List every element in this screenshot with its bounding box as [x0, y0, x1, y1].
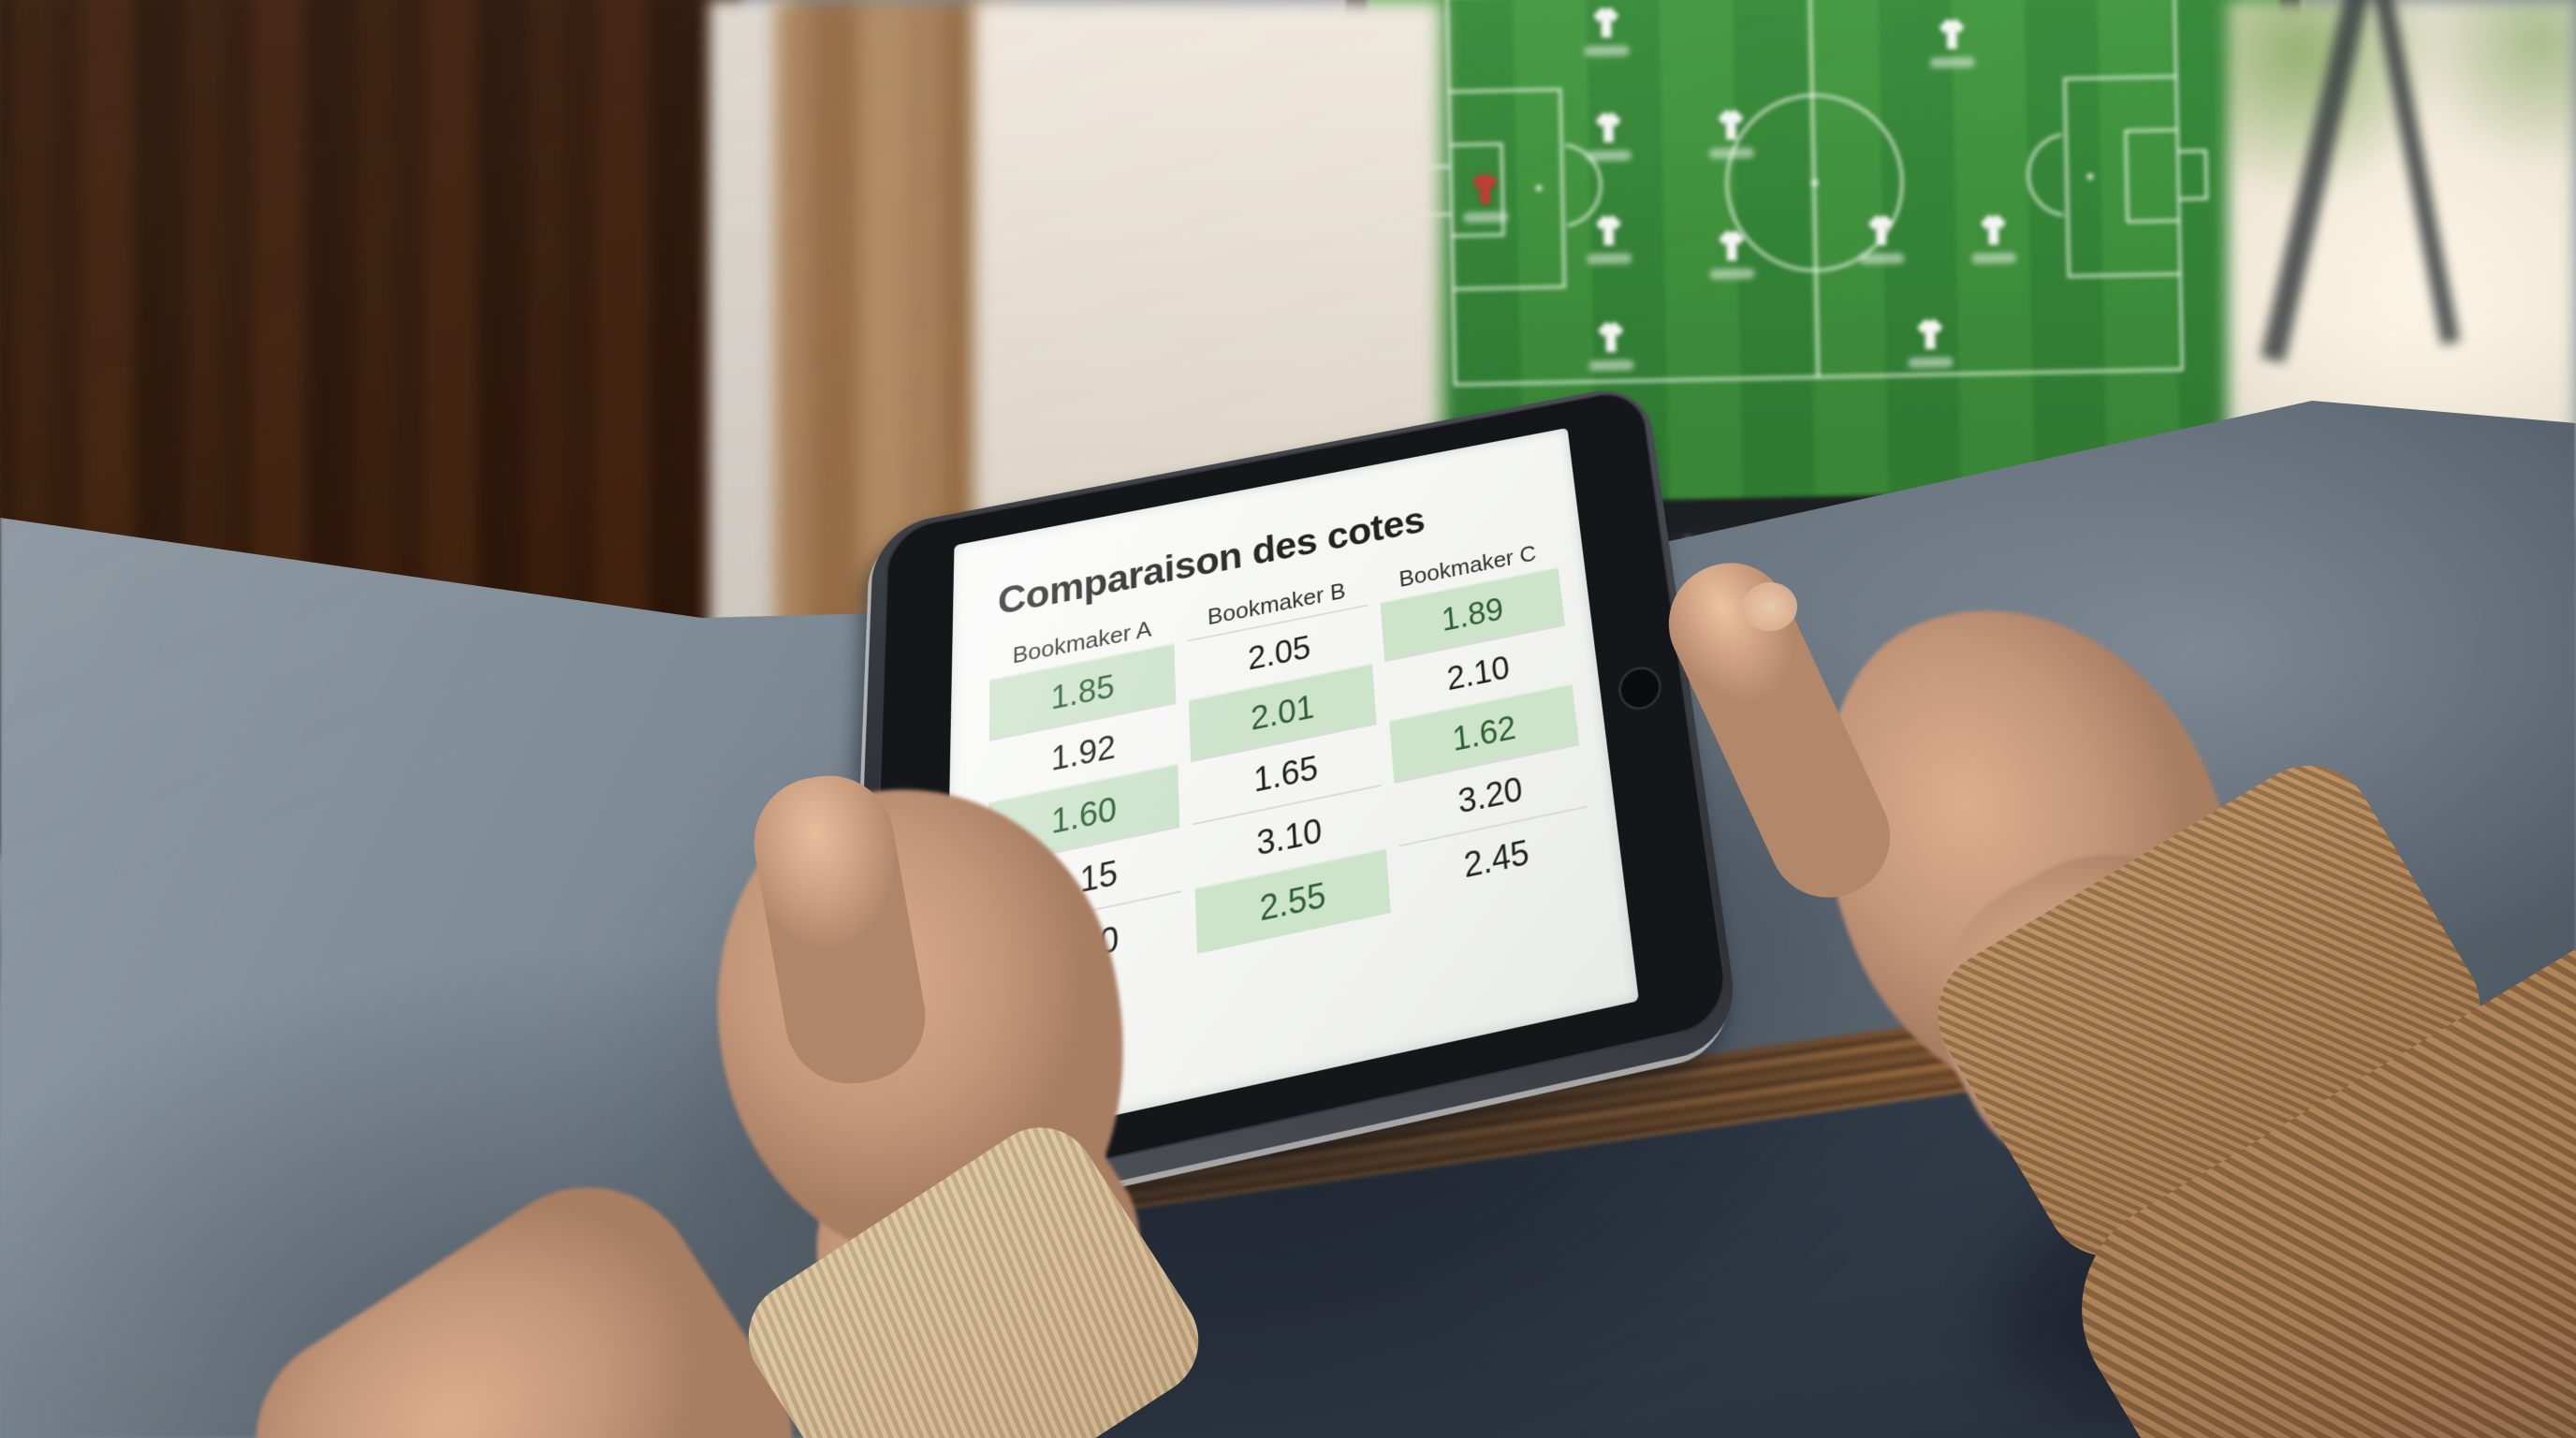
player-name-label: [1588, 360, 1634, 372]
player-jersey: [1464, 170, 1506, 207]
player-name-label: [1584, 45, 1630, 57]
player-name-label: [1709, 268, 1755, 280]
player-jersey: [1590, 318, 1632, 355]
player-jersey: [1972, 212, 2014, 248]
goal-right: [2178, 149, 2208, 201]
player-name-label: [1587, 253, 1632, 265]
pitch: [1366, 0, 2291, 506]
home-button[interactable]: [1616, 663, 1664, 714]
player-jersey: [1931, 16, 1973, 52]
bookmaker-c-column: Bookmaker C 1.89 2.10 1.62 3.20 2.45: [1377, 527, 1595, 911]
player-jersey: [1860, 212, 1902, 248]
player-jersey: [1585, 4, 1627, 40]
goal-box-right: [2124, 128, 2181, 224]
player-name-label: [1586, 150, 1632, 162]
player-name-label: [1971, 252, 2017, 264]
laptop-screen: [1344, 0, 2312, 565]
bookmaker-b-column: Bookmaker B 2.05 2.01 1.65 3.10 2.55: [1185, 565, 1391, 954]
player-name-label: [1708, 147, 1754, 159]
player-name-label: [1908, 357, 1954, 369]
player-jersey: [1710, 107, 1752, 143]
player-jersey: [1588, 212, 1630, 248]
player-jersey: [1588, 109, 1630, 145]
player-name-label: [1463, 212, 1509, 224]
penalty-arc-right: [2026, 132, 2064, 218]
player-name-label: [1929, 56, 1975, 68]
right-thumb-nail: [1743, 582, 1797, 631]
player-jersey: [1910, 315, 1952, 352]
player-name-label: [1859, 253, 1905, 265]
player-jersey: [1711, 227, 1753, 264]
